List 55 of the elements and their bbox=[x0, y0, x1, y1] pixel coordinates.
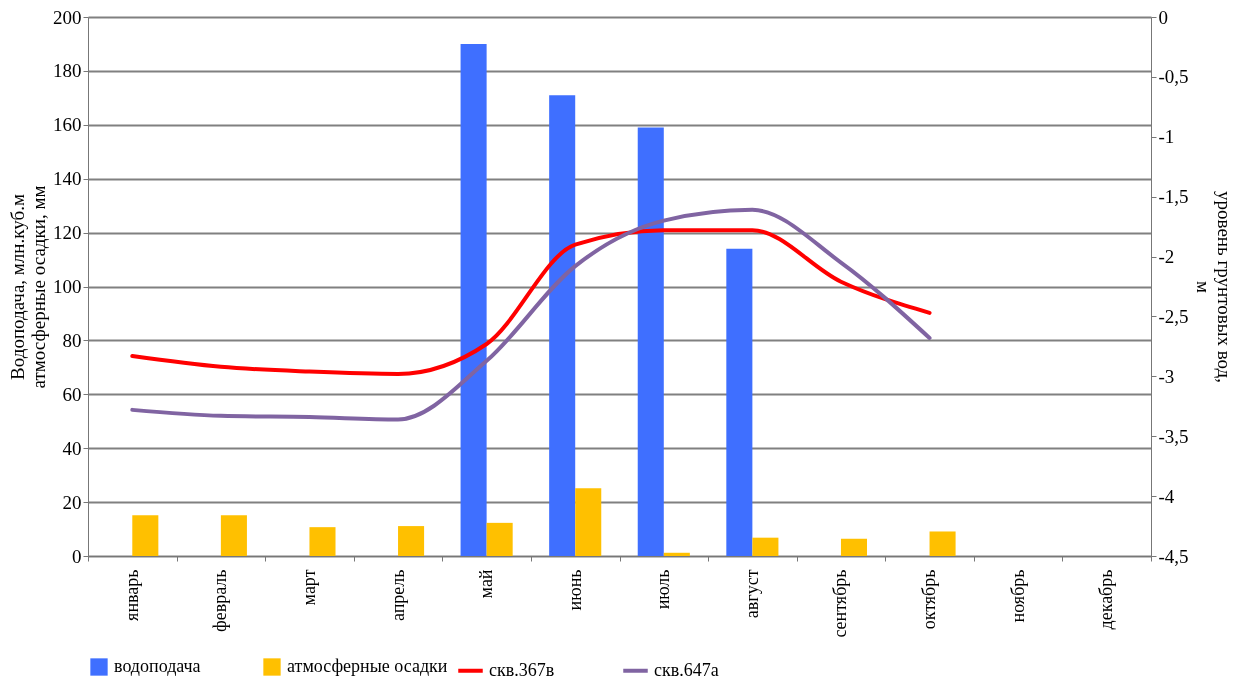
y2-tick-label: -4 bbox=[1158, 485, 1175, 507]
y-tick-label: 160 bbox=[53, 114, 82, 136]
bar bbox=[726, 248, 753, 556]
legend-label: атмосферные осадки bbox=[287, 656, 448, 676]
y-tick-label: 140 bbox=[53, 168, 82, 190]
bar bbox=[132, 515, 159, 556]
x-tick-label: октябрь bbox=[919, 569, 940, 630]
y2-tick-label: 0 bbox=[1158, 6, 1168, 28]
y2-tick-label: -2,5 bbox=[1158, 305, 1189, 327]
legend-label: скв.647а bbox=[654, 659, 719, 680]
bar bbox=[929, 531, 956, 556]
x-tick-label: август bbox=[741, 569, 762, 619]
bar bbox=[752, 537, 779, 556]
line-series bbox=[130, 228, 932, 376]
bar bbox=[398, 526, 425, 556]
y-tick-label: 120 bbox=[53, 222, 82, 244]
y-tick-label: 60 bbox=[62, 383, 82, 405]
y-tick-label: 0 bbox=[72, 545, 82, 567]
x-tick-label: ноябрь bbox=[1007, 569, 1028, 623]
x-tick-label: март bbox=[298, 569, 319, 606]
y2-tick-label: -1 bbox=[1158, 126, 1175, 148]
bar bbox=[486, 522, 513, 556]
x-tick-label: июль bbox=[653, 569, 674, 610]
legend-label: водоподача bbox=[114, 656, 201, 676]
x-tick-label: май bbox=[476, 569, 497, 599]
bar bbox=[549, 95, 576, 556]
bar bbox=[663, 552, 690, 556]
bar bbox=[220, 515, 247, 556]
x-tick-label: июнь bbox=[564, 569, 585, 611]
x-tick-label: сентябрь bbox=[830, 569, 851, 638]
x-tick-label: декабрь bbox=[1096, 569, 1117, 630]
legend-label: скв.367в bbox=[489, 659, 555, 680]
line-series bbox=[130, 207, 932, 422]
y2-tick-label: -0,5 bbox=[1158, 66, 1189, 88]
bar bbox=[637, 127, 664, 556]
y2-tick-label: -3 bbox=[1158, 365, 1175, 387]
bar bbox=[840, 538, 868, 556]
y-tick-label: 80 bbox=[62, 329, 82, 351]
y2-tick-label: -4,5 bbox=[1158, 545, 1189, 567]
x-tick-label: январь bbox=[121, 569, 142, 621]
y-axis-title: Водоподача, млн.куб.м атмосферные осадки, мм bbox=[7, 185, 49, 389]
y-tick-label: 180 bbox=[53, 60, 82, 82]
bar bbox=[575, 488, 602, 556]
bar bbox=[309, 527, 336, 556]
x-tick-label: февраль bbox=[210, 569, 231, 632]
bar bbox=[460, 43, 487, 556]
y-tick-label: 100 bbox=[53, 276, 82, 297]
y2-tick-label: -3,5 bbox=[1158, 425, 1189, 447]
y-tick-label: 40 bbox=[62, 437, 82, 459]
y2-tick-label: -2 bbox=[1158, 246, 1175, 268]
y2-tick-label: -1,5 bbox=[1158, 186, 1189, 208]
y-tick-label: 200 bbox=[53, 6, 82, 28]
x-tick-label: апрель bbox=[387, 569, 408, 622]
y-tick-label: 20 bbox=[62, 491, 82, 513]
y2-axis-title: уровень грунтовых вод, м bbox=[1192, 191, 1235, 383]
